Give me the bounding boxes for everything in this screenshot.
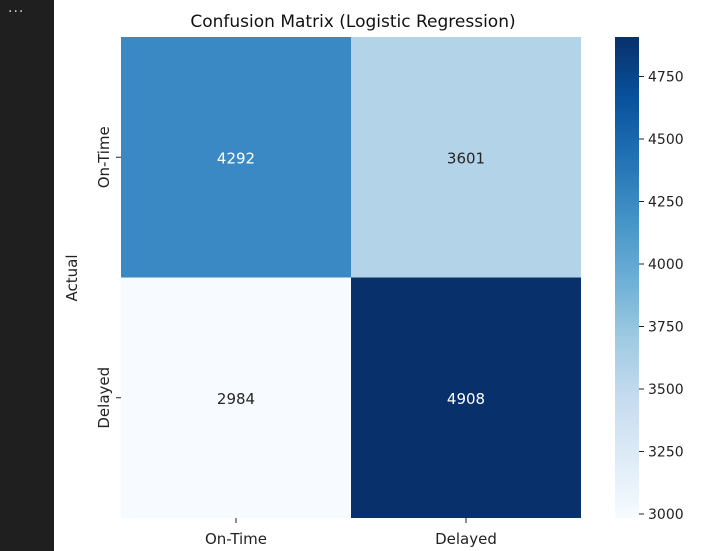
heatmap-cell bbox=[121, 37, 351, 278]
cell-collapse-ellipsis[interactable]: ... bbox=[8, 0, 25, 16]
y-tick-label: On-Time bbox=[95, 126, 113, 188]
colorbar-tick-label: 3250 bbox=[648, 445, 684, 461]
colorbar-tick-label: 4250 bbox=[648, 195, 684, 211]
y-tick-label: Delayed bbox=[95, 367, 113, 429]
heatmap-cells: 4292 3601 2984 4908 bbox=[121, 37, 581, 518]
notebook-gutter: ... bbox=[0, 0, 54, 551]
chart-title: Confusion Matrix (Logistic Regression) bbox=[190, 12, 515, 32]
confusion-matrix-chart: Confusion Matrix (Logistic Regression) 4… bbox=[63, 12, 684, 548]
y-axis-ticks: On-Time Delayed bbox=[95, 126, 121, 429]
y-axis-label: Actual bbox=[63, 255, 81, 302]
colorbar-tick-label: 4000 bbox=[648, 257, 684, 273]
colorbar-tick-label: 3000 bbox=[648, 507, 684, 523]
cell-value-label: 4908 bbox=[447, 390, 485, 408]
chart-output: Confusion Matrix (Logistic Regression) 4… bbox=[54, 0, 706, 551]
colorbar bbox=[615, 37, 639, 518]
heatmap-cell bbox=[351, 37, 581, 278]
x-tick-label: On-Time bbox=[205, 530, 267, 548]
cell-value-label: 2984 bbox=[217, 390, 255, 408]
heatmap-cell bbox=[121, 277, 351, 518]
cell-value-label: 4292 bbox=[217, 149, 255, 167]
heatmap-cell bbox=[351, 277, 581, 518]
x-axis-ticks: On-Time Delayed bbox=[205, 518, 497, 548]
cell-value-label: 3601 bbox=[447, 149, 485, 167]
x-tick-label: Delayed bbox=[435, 530, 497, 548]
colorbar-tick-label: 3500 bbox=[648, 382, 684, 398]
colorbar-tick-label: 4750 bbox=[648, 70, 684, 86]
colorbar-ticks: 3000 3250 3500 3750 4000 4250 4500 4750 bbox=[639, 70, 684, 523]
colorbar-tick-label: 4500 bbox=[648, 132, 684, 148]
colorbar-tick-label: 3750 bbox=[648, 320, 684, 336]
